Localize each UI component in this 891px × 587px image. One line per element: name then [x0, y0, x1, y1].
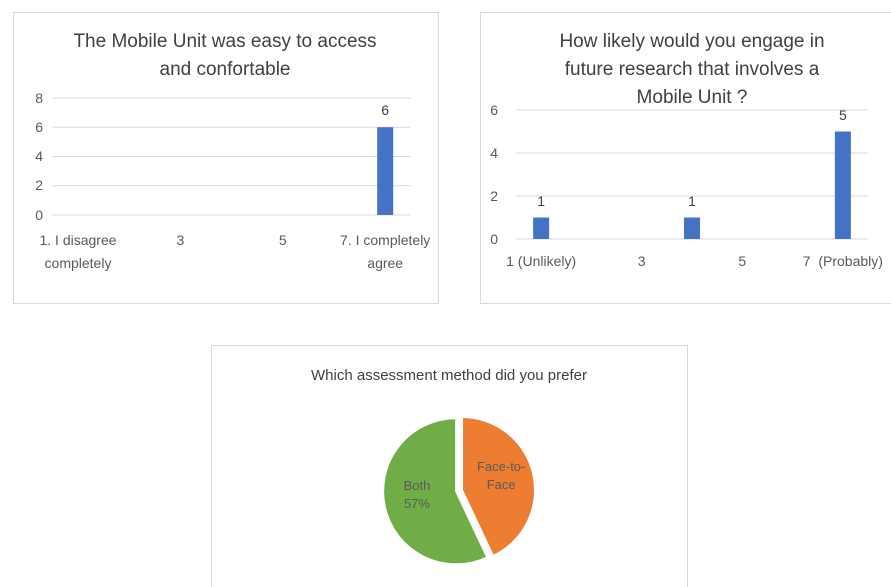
y-tick-label: 6: [490, 101, 498, 118]
slice-label: Face-to-Face: [476, 459, 526, 493]
x-tick-label: 3: [637, 253, 646, 269]
chart-panel: [13, 12, 439, 304]
bar: [834, 131, 851, 239]
bar: [377, 127, 394, 215]
slice-label: Both: [403, 478, 431, 494]
pie-slice: [382, 417, 489, 566]
y-tick-label: 4: [490, 144, 498, 161]
x-tick-label: 5: [738, 253, 747, 269]
x-tick-label: 7 (Probably): [802, 253, 883, 269]
y-tick-label: 0: [35, 206, 43, 223]
y-tick-label: 2: [490, 187, 498, 204]
pie-slice: [461, 415, 536, 558]
bar: [684, 217, 700, 239]
y-tick-label: 6: [35, 118, 43, 135]
x-tick-label: 1 (Unlikely): [506, 253, 577, 269]
x-tick-label: 3: [176, 232, 185, 248]
y-tick-label: 8: [35, 89, 43, 106]
data-label: 1: [537, 192, 546, 209]
chart-title: The Mobile Unit was easy to access and c…: [73, 31, 382, 80]
y-tick-label: 4: [35, 148, 43, 164]
x-tick-label: 1. I disagree completely: [39, 232, 121, 271]
chart-title: Which assessment method did you prefer: [311, 367, 587, 384]
x-tick-label: 5: [278, 232, 287, 248]
data-label: 5: [838, 106, 847, 123]
data-label: 6: [381, 102, 390, 119]
x-tick-label: 7. I completely agree: [340, 232, 435, 271]
y-tick-label: 2: [35, 177, 43, 194]
bar: [533, 217, 550, 239]
data-label: 1: [688, 192, 696, 209]
slice-value-label: 57%: [403, 496, 430, 512]
chart-panel: [480, 12, 891, 304]
chart-title: How likely would you engage in future re…: [559, 31, 830, 108]
y-tick-label: 0: [490, 230, 498, 247]
